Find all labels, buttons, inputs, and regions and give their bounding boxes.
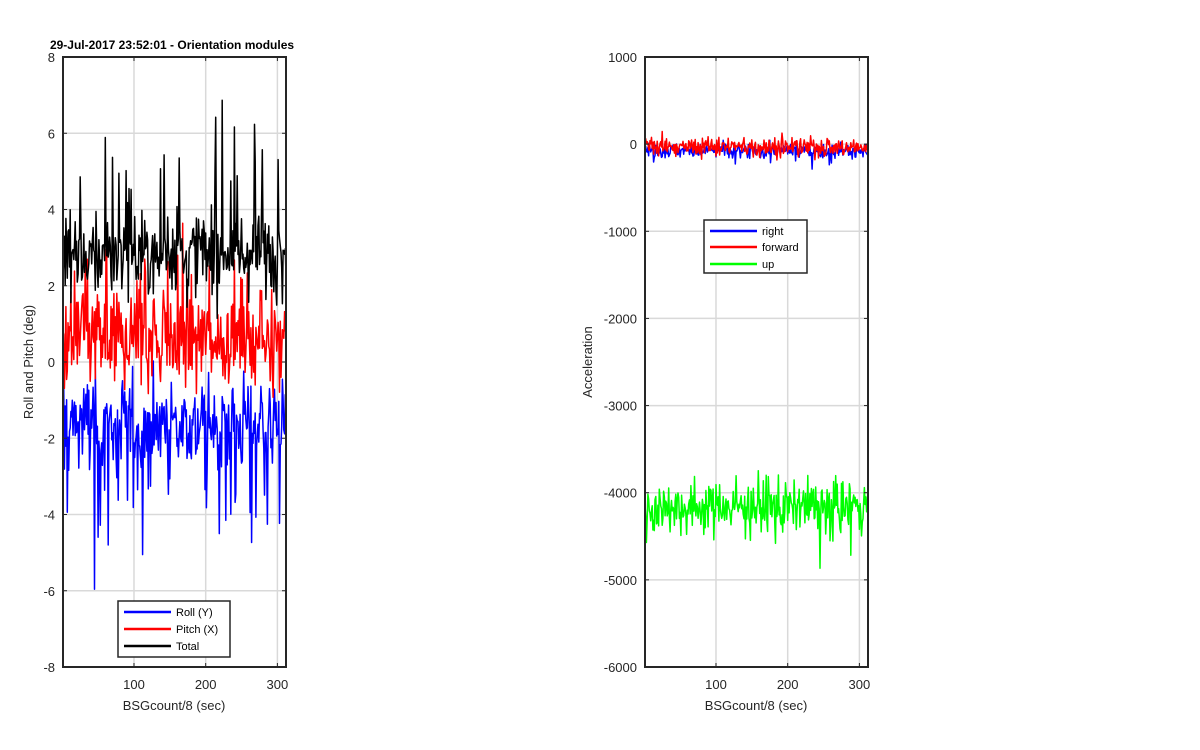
orientation-grid <box>63 56 286 668</box>
acceleration-legend[interactable]: right forward up <box>703 219 808 274</box>
orientation-series-pitch-x <box>62 222 287 399</box>
y-tick-label: 1000 <box>608 50 637 65</box>
y-tick-label: 4 <box>48 203 55 218</box>
legend-label-roll: Roll (Y) <box>176 607 213 619</box>
y-tick-label: -6000 <box>604 660 637 675</box>
orientation-series-total <box>62 99 287 320</box>
acceleration-y-axis-label: Acceleration <box>580 326 595 398</box>
y-tick-label: -1000 <box>604 224 637 239</box>
orientation-series-roll-y <box>62 360 287 590</box>
legend-label-pitch: Pitch (X) <box>176 624 218 636</box>
legend-label-right: right <box>762 226 783 238</box>
y-tick-label: 0 <box>630 137 637 152</box>
x-tick-label: 300 <box>849 677 871 692</box>
orientation-data-lines <box>62 99 287 590</box>
acceleration-axes-box <box>644 56 869 668</box>
acceleration-series-forward <box>644 130 869 161</box>
y-tick-label: 8 <box>48 50 55 65</box>
orientation-ticks: 100 200 300 -8 -6 -4 -2 0 2 4 6 8 <box>43 50 288 692</box>
legend-label-forward: forward <box>762 242 799 254</box>
y-tick-label: -2 <box>43 431 55 446</box>
acceleration-data-lines <box>644 130 869 569</box>
x-tick-label: 200 <box>777 677 799 692</box>
y-tick-label: 6 <box>48 126 55 141</box>
y-tick-label: -4 <box>43 508 55 523</box>
orientation-title: 29-Jul-2017 23:52:01 - Orientation modul… <box>50 38 294 52</box>
y-tick-label: -4000 <box>604 486 637 501</box>
orientation-x-axis-label: BSGcount/8 (sec) <box>123 698 226 713</box>
legend-label-up: up <box>762 259 774 271</box>
x-tick-label: 100 <box>705 677 727 692</box>
acceleration-series-up <box>644 469 869 569</box>
y-tick-label: -8 <box>43 660 55 675</box>
orientation-axes: 100 200 300 -8 -6 -4 -2 0 2 4 6 8 29-Jul-2017 23:52… <box>21 38 294 713</box>
acceleration-axes: 100 200 300 -6000 -5000 -4000 -3000 -2000 -1000 0… <box>580 50 870 713</box>
acceleration-x-axis-label: BSGcount/8 (sec) <box>705 698 808 713</box>
x-tick-label: 300 <box>267 677 289 692</box>
x-tick-label: 200 <box>195 677 217 692</box>
legend-label-total: Total <box>176 641 199 653</box>
y-tick-label: -5000 <box>604 573 637 588</box>
x-tick-label: 100 <box>123 677 145 692</box>
y-tick-label: -6 <box>43 584 55 599</box>
acceleration-ticks: 100 200 300 -6000 -5000 -4000 -3000 -2000 -1000 0… <box>604 50 870 692</box>
y-tick-label: 0 <box>48 355 55 370</box>
orientation-y-axis-label: Roll and Pitch (deg) <box>21 305 36 419</box>
y-tick-label: -2000 <box>604 311 637 326</box>
orientation-legend[interactable]: Roll (Y) Pitch (X) Total <box>117 600 231 658</box>
y-tick-label: -3000 <box>604 399 637 414</box>
y-tick-label: 2 <box>48 279 55 294</box>
